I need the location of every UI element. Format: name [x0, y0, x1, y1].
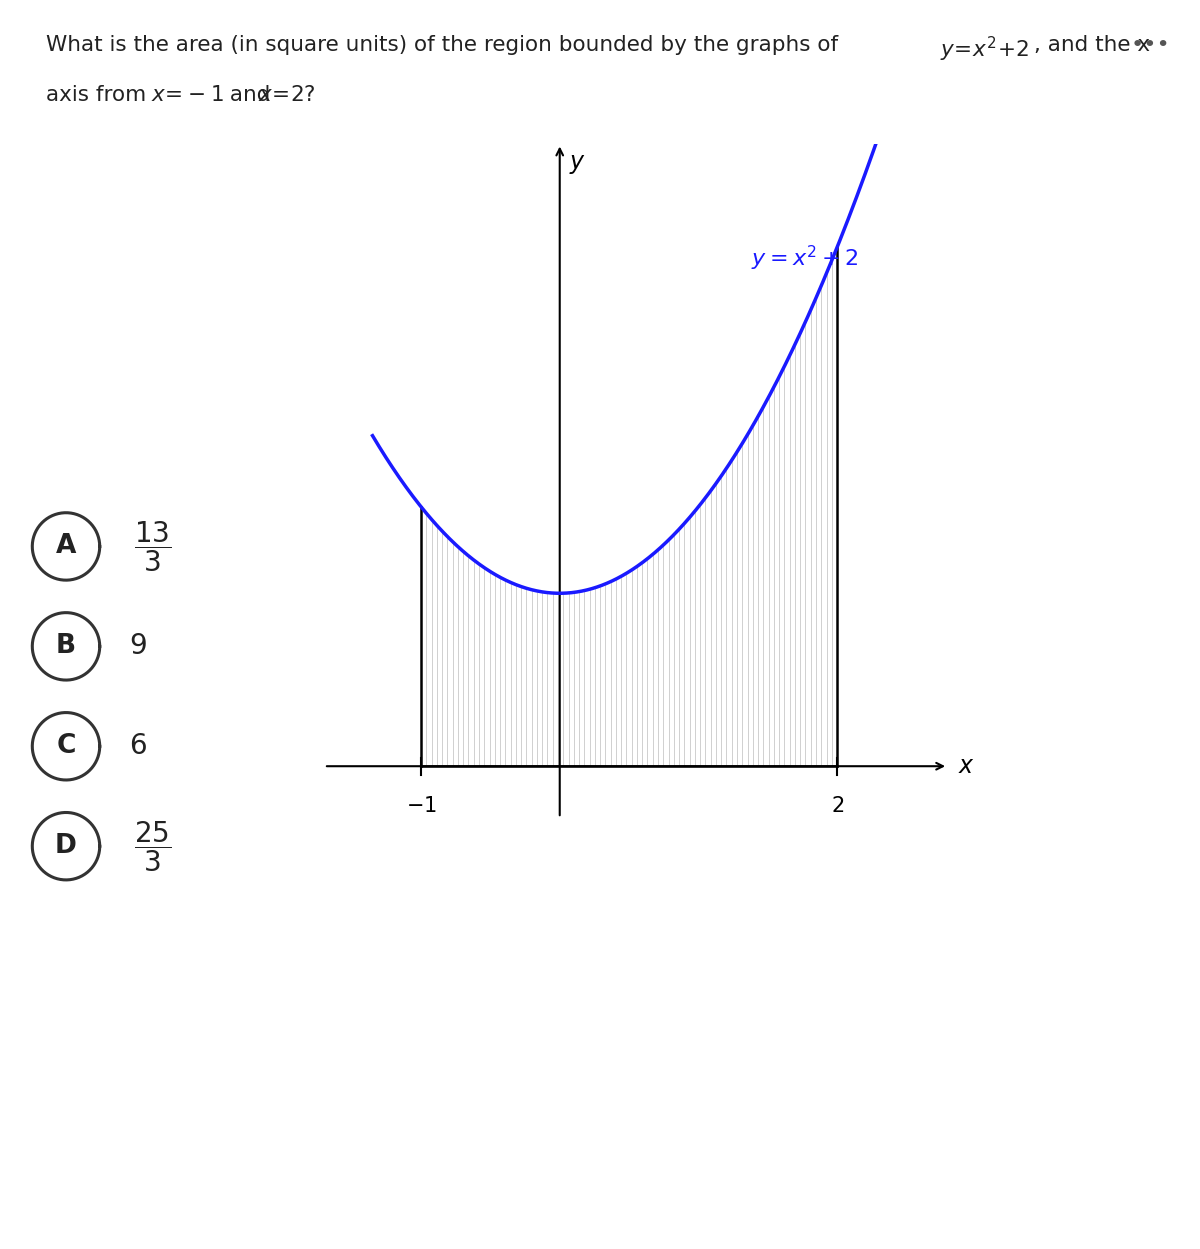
Text: axis from: axis from [46, 85, 152, 105]
Text: $y = x^2 + 2$: $y = x^2 + 2$ [751, 244, 858, 274]
Text: 9: 9 [130, 632, 148, 661]
Text: $x\!=\!2$: $x\!=\!2$ [258, 85, 305, 105]
Text: $-1$: $-1$ [406, 797, 437, 817]
Text: •••: ••• [1130, 35, 1170, 55]
Text: , and the x: , and the x [1034, 35, 1151, 55]
Text: $y\!=\!x^2\!+\!2$: $y\!=\!x^2\!+\!2$ [940, 35, 1030, 64]
Text: D: D [55, 833, 77, 859]
Text: $x\!=\!-1$: $x\!=\!-1$ [151, 85, 224, 105]
Text: C: C [56, 733, 76, 759]
Text: What is the area (in square units) of the region bounded by the graphs of: What is the area (in square units) of th… [46, 35, 845, 55]
Text: B: B [56, 633, 76, 659]
Text: 6: 6 [130, 732, 148, 761]
Text: $\dfrac{13}{3}$: $\dfrac{13}{3}$ [134, 520, 172, 573]
Text: and: and [223, 85, 277, 105]
Text: A: A [56, 533, 76, 560]
Text: $y$: $y$ [570, 152, 587, 176]
Text: $x$: $x$ [958, 754, 974, 778]
Text: $\dfrac{25}{3}$: $\dfrac{25}{3}$ [134, 819, 172, 873]
Text: $2$: $2$ [830, 797, 844, 817]
Text: ?: ? [304, 85, 314, 105]
